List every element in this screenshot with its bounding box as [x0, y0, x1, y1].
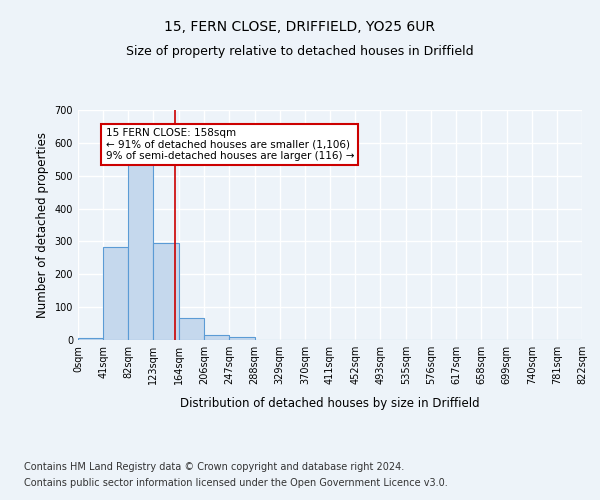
Y-axis label: Number of detached properties: Number of detached properties	[36, 132, 49, 318]
Text: 15, FERN CLOSE, DRIFFIELD, YO25 6UR: 15, FERN CLOSE, DRIFFIELD, YO25 6UR	[164, 20, 436, 34]
Text: Distribution of detached houses by size in Driffield: Distribution of detached houses by size …	[180, 398, 480, 410]
Bar	[128, 156, 154, 340]
Bar	[179, 318, 205, 340]
Text: Size of property relative to detached houses in Driffield: Size of property relative to detached ho…	[126, 45, 474, 58]
Text: Contains HM Land Registry data © Crown copyright and database right 2024.: Contains HM Land Registry data © Crown c…	[24, 462, 404, 472]
Bar	[103, 247, 128, 340]
Text: Contains public sector information licensed under the Open Government Licence v3: Contains public sector information licen…	[24, 478, 448, 488]
Bar	[78, 338, 103, 340]
Bar	[154, 243, 179, 340]
Text: 15 FERN CLOSE: 158sqm
← 91% of detached houses are smaller (1,106)
9% of semi-de: 15 FERN CLOSE: 158sqm ← 91% of detached …	[106, 128, 354, 162]
Bar	[205, 336, 229, 340]
Bar	[229, 336, 254, 340]
